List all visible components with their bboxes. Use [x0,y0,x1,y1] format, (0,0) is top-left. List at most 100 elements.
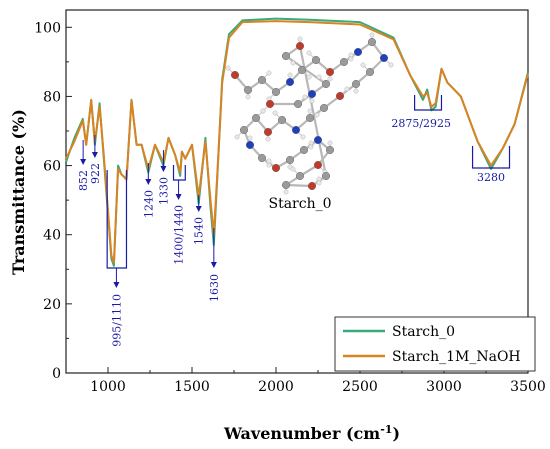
molecule-hydrogen-atom [266,70,272,76]
molecule-atom [264,127,273,136]
y-tick-label-0: 0 [52,366,61,382]
molecule-hydrogen-atom [360,62,366,68]
molecule-hydrogen-atom [266,162,272,168]
annotation-label-922: 922 [89,163,102,184]
molecule-hydrogen-atom [290,60,296,66]
molecule-atom [326,67,335,76]
y-tick-label-60: 60 [43,159,61,175]
molecule-atom [320,103,329,112]
annotation-label-2875-2925: 2875/2925 [391,117,451,130]
molecule-atom [243,85,252,94]
molecule-atom [251,113,260,122]
x-axis-title-close: ) [392,424,400,443]
molecule-atom [286,77,295,86]
molecule-hydrogen-atom [297,36,303,42]
annotation-label-852: 852 [77,170,90,191]
molecule-hydrogen-atom [344,86,350,92]
molecule-atom [380,54,389,63]
molecule-atom [282,52,291,61]
y-tick-label-20: 20 [43,297,61,313]
x-tick-label-2500: 2500 [342,379,378,395]
molecule-hydrogen-atom [245,94,251,100]
y-tick-label-100: 100 [34,20,61,36]
annotation-852-arrowhead [80,159,87,165]
molecule-hydrogen-atom [306,50,312,56]
molecule-atom [272,87,281,96]
molecule-hydrogen-atom [353,88,359,94]
y-tick-label-80: 80 [43,89,61,105]
annotation-label-3280: 3280 [477,171,505,184]
molecule-atom [314,135,323,144]
molecule-atom [300,145,309,154]
annotation-1630-arrowhead [210,262,217,268]
molecule-atom [322,79,331,88]
annotation-1540-arrowhead [195,206,202,212]
molecule-hydrogen-atom [316,74,322,80]
x-axis-title-sup: -1 [380,423,392,436]
molecule-atom [266,99,275,108]
molecule-atom [278,115,287,124]
molecule-atom [322,171,331,180]
molecule-atom [230,70,239,79]
molecule-hydrogen-atom [247,135,253,141]
molecule-hydrogen-atom [308,144,314,150]
molecule-atom [306,113,315,122]
molecule-atom [308,89,317,98]
x-tick-label-2000: 2000 [258,379,294,395]
annotation-label-1330: 1330 [157,177,170,205]
molecule-hydrogen-atom [266,158,272,164]
molecule-hydrogen-atom [316,180,322,186]
annotation-922-arrowhead [91,152,98,158]
molecule-hydrogen-atom [283,189,289,195]
annotation-label-1540: 1540 [193,217,206,245]
legend-label-starch-0: Starch_0 [392,324,455,340]
annotation-label-1240: 1240 [142,190,155,218]
annotation-3280-bracket [471,146,511,169]
annotation-1400-1440-arrowhead [175,194,182,200]
x-axis-title-main: Wavenumber (cm [223,424,380,443]
molecule-atom [340,58,349,67]
molecule-atom [314,160,323,169]
molecule-atom [292,125,301,134]
molecule-atom [286,155,295,164]
molecule-hydrogen-atom [369,32,375,38]
molecule-atom [298,65,307,74]
legend-box [334,316,536,372]
annotation-label-995-1110: 995/1110 [110,294,123,347]
molecule-atom [366,67,375,76]
molecule-hydrogen-atom [225,65,231,71]
molecule-hydrogen-atom [348,56,354,62]
annotation-1240-arrowhead [145,179,152,185]
molecule-hydrogen-atom [316,176,322,182]
molecule-atom [272,163,281,172]
molecule-hydrogen-atom [308,140,314,146]
x-tick-label-1500: 1500 [174,379,210,395]
annotation-995-1110-arrowhead [113,282,120,288]
molecule-hydrogen-atom [302,94,308,100]
molecule-hydrogen-atom [314,112,320,118]
molecule-atom [368,38,377,47]
molecule-atom [308,181,317,190]
annotation-label-1630: 1630 [208,274,221,302]
molecule-atom [312,56,321,65]
molecule-atom [352,79,361,88]
molecule-hydrogen-atom [272,110,278,116]
y-tick-label-40: 40 [43,228,61,244]
molecule-atom [354,48,363,57]
molecule-atom [326,145,335,154]
molecule-bond [285,183,313,188]
molecule-atom [258,153,267,162]
x-tick-label-3500: 3500 [510,379,546,395]
molecule-hydrogen-atom [327,76,333,82]
plot-frame [65,9,529,374]
x-tick-label-1000: 1000 [90,379,126,395]
molecule-hydrogen-atom [234,134,240,140]
molecule-atom [258,75,267,84]
molecule-hydrogen-atom [260,108,266,114]
tick-layer: 1000 1500 2000 2500 3000 3500 0 20 40 60 80 100 [34,20,546,395]
molecule-hydrogen-atom [388,62,394,68]
annotation-1400-1440-bracket [172,165,186,181]
molecule-label: Starch_0 [268,196,331,212]
